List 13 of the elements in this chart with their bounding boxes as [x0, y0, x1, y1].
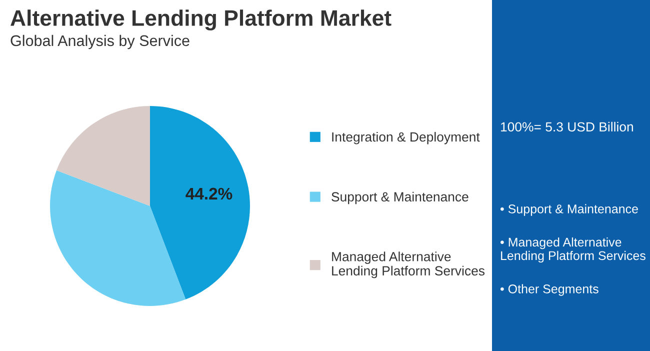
text: • Support & Maintenance: [500, 204, 638, 216]
legend-label: Managed Alternative Lending Platform Services: [332, 252, 485, 278]
chart-subtitle: Global Analysis by Service: [10, 34, 190, 50]
text: • Managed Alternative Lending Platform Services: [500, 237, 646, 263]
legend-label: Support & Maintenance: [332, 192, 468, 204]
text: • Other Segments: [500, 284, 598, 296]
text: 100%= 5.3 USD Billion: [501, 122, 633, 132]
chart-title: Alternative Lending Platform Market: [10, 10, 392, 30]
legend-label: Integration & Deployment: [332, 132, 480, 144]
pie-slice: [150, 106, 250, 300]
pie-slice: [56, 106, 150, 206]
data-label: 44.2%: [186, 188, 232, 200]
pie-slice: [50, 170, 186, 306]
